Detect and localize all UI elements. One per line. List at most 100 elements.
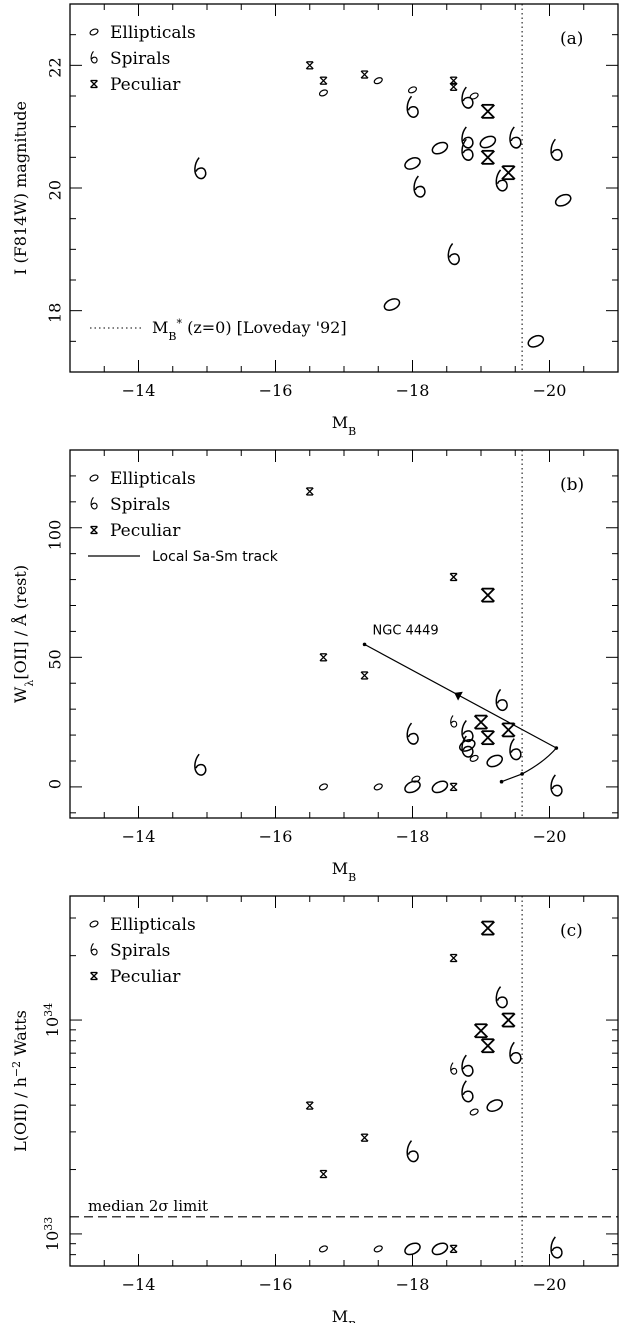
panel-b-ytick-label: 50 [46,649,65,669]
panel-b-xtick-label: −14 [122,827,156,846]
panel-c-legend-label: Ellipticals [110,915,196,935]
panel-a-legend-spiral-marker [90,51,98,64]
panel-c-spiral-point [406,1140,419,1163]
panel-b-peculiar-point [473,714,489,730]
panel-a-elliptical-point [407,86,418,94]
panel-b-spiral-point [509,738,522,761]
panel-c-xtick-label: −18 [396,1275,430,1294]
panel-c-xtick-label: −16 [259,1275,293,1294]
panel-c-ytick-label: 1033 [42,1217,63,1251]
panel-b-peculiar-point [480,730,495,746]
panel-c-legend-label: Spirals [110,941,170,961]
panel-a-spiral-point [461,138,474,161]
panel-c-limit-label: median 2σ limit [88,1197,208,1215]
panel-a-xtick-label: −20 [533,381,567,400]
panel-b-xtick-label: −18 [396,827,430,846]
panel-a-peculiar-point [480,103,495,119]
panel-b-legend-elliptical-marker [89,474,99,482]
panel-a-spiral-point [461,86,474,109]
panel-b-track-line [364,643,557,749]
panel-a-spiral-point [406,95,419,118]
panel-a-peculiar-point [501,165,516,181]
panel-a-elliptical-point [383,298,401,311]
panel-a-spiral-point [461,126,474,149]
panel-b-legend-label: Spirals [110,495,170,515]
panel-a-xtick-label: −14 [122,381,156,400]
panel-b-elliptical-point [404,780,421,794]
panel-b-spiral-point [550,774,563,797]
panel-b-elliptical-point [431,780,449,794]
panel-c-elliptical-point [373,1245,383,1253]
panel-a-elliptical-point [373,77,383,85]
panel-a-ytick-label: 18 [46,303,65,323]
panel-a-peculiar-point [449,82,458,91]
panel-c-peculiar-point [480,920,495,936]
panel-a-elliptical-point [554,193,572,207]
panel-b-ytick-label: 0 [46,779,65,789]
panel-b-peculiar-point [360,671,369,680]
panel-b-track-node [520,772,524,776]
panel-b-legend-label: Ellipticals [110,469,196,489]
panel-c-ylabel: L(OII) / h−2 Watts [10,1010,31,1152]
panel-c-elliptical-point [318,1245,329,1253]
panel-b-legend-label: Local Sa-Sm track [152,549,279,565]
panel-b-peculiar-point [501,722,516,738]
panel-c-label: (c) [560,921,583,941]
panel-b-spiral-point [194,753,207,776]
panel-c-peculiar-point [501,1012,516,1028]
panel-c-peculiar-point [473,1023,489,1039]
panel-a-spiral-point [495,169,508,192]
panel-c-legend-elliptical-marker [89,920,99,928]
panel-c-legend-peculiar-marker [90,971,98,981]
panel-c-peculiar-point [319,1169,328,1179]
panel-c-peculiar-point [360,1133,369,1142]
panel-a-ytick-label: 20 [46,180,65,200]
panel-b-peculiar-point [305,487,314,496]
panel-b-elliptical-point [411,775,421,783]
panel-c-xlabel: MB [332,1307,356,1323]
panel-c-spiral-point [450,1062,458,1075]
panel-b-legend-peculiar-marker [90,525,98,535]
panel-b-spiral-point [450,715,458,728]
panel-b-spiral-point [406,722,419,745]
panel-b-peculiar-point [449,572,458,582]
panel-c-elliptical-point [469,1108,479,1116]
panel-a-legend-elliptical-marker [89,28,99,36]
panel-c-legend-label: Peculiar [110,967,181,987]
panel-c-spiral-point [461,1080,474,1103]
panel-a-xtick-label: −16 [259,381,293,400]
panel-b-legend-spiral-marker [90,497,98,510]
panel-a-legend-label: Ellipticals [110,23,196,43]
panel-b-ytick-label: 100 [46,520,65,551]
panel-a: −14 −16 −18 −20 18 20 22 MB I (F814W) magnitude (… [11,3,619,438]
panel-b-track-node [499,779,504,784]
panel-c-peculiar-point [305,1101,314,1110]
panel-c-spiral-point [495,986,508,1009]
panel-a-peculiar-point [319,76,328,85]
panel-a-xtick-label: −18 [396,381,430,400]
panel-c-peculiar-point [449,1244,458,1254]
panel-b-peculiar-point [449,782,458,792]
panel-a-peculiar-point [305,61,314,70]
panel-b-ylabel: Wλ[OII] / Å (rest) [10,565,36,703]
panel-b-spiral-point [461,735,474,758]
panel-b-spiral-point [461,719,474,743]
panel-a-peculiar-point [360,70,369,79]
panel-a-reference-legend-label: MB* (z=0) [Loveday '92] [152,317,347,343]
panel-a-spiral-point [413,175,426,198]
panel-a-elliptical-point [318,89,329,97]
panel-a-elliptical-point [527,334,545,348]
panel-a-spiral-point [447,242,460,266]
panel-c-elliptical-point [404,1242,421,1256]
panel-a-label: (a) [560,29,583,49]
panel-c-spiral-point [509,1041,522,1064]
panel-b-spiral-point [495,688,508,712]
panel-c-peculiar-point [449,953,458,963]
panel-a-ylabel: I (F814W) magnitude [11,101,30,275]
panel-a-legend-label: Peculiar [110,75,181,95]
panel-b-label: (b) [560,475,584,495]
panel-c-spiral-point [550,1236,563,1259]
panel-a-elliptical-point [479,135,497,149]
panel-a-ytick-label: 22 [46,57,65,77]
